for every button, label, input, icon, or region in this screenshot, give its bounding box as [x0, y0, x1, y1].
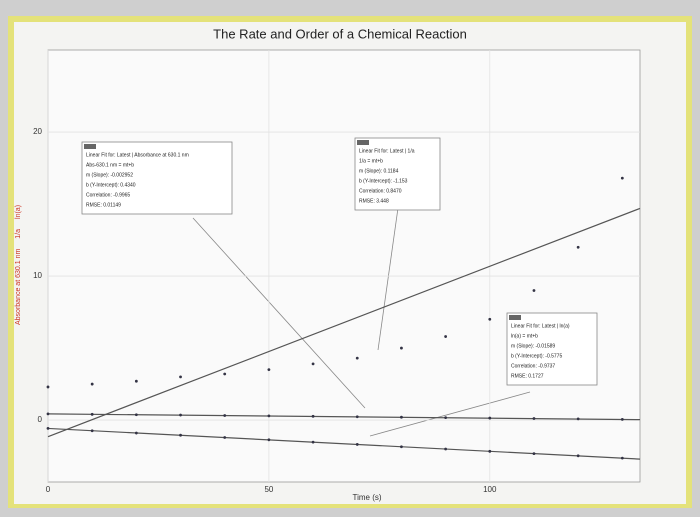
fit-box-handle [509, 315, 521, 320]
data-point [267, 438, 271, 442]
y-axis-label: ln(a) [15, 205, 22, 219]
data-point [532, 289, 536, 292]
data-point [444, 416, 448, 420]
fit-box-text: Correlation: -0.9965 [86, 192, 130, 198]
fit-box [506, 312, 598, 386]
data-point [444, 335, 448, 338]
data-point [576, 417, 580, 421]
data-point [311, 440, 315, 444]
x-tick-label: 50 [264, 485, 273, 494]
fit-box-text: m (Slope): -0.002952 [86, 172, 133, 178]
fit-box-text: Linear Fit for: Latest | 1/a [359, 148, 415, 154]
data-point [311, 414, 315, 418]
fit-box-handle [357, 140, 369, 145]
fit-box-text: 1/a = mt+b [359, 158, 383, 164]
fit-box-text: b (Y-Intercept): 0.4340 [86, 182, 136, 188]
data-point [400, 445, 403, 449]
data-point [90, 412, 94, 416]
data-point [311, 362, 315, 366]
fit-box [354, 137, 441, 211]
fit-box-text: b (Y-Intercept): -1.153 [359, 178, 408, 184]
data-point [532, 417, 536, 420]
x-tick-label: 0 [46, 485, 51, 494]
fit-line [47, 427, 641, 460]
data-point [576, 245, 580, 249]
plot-area [47, 49, 641, 483]
data-point [46, 385, 50, 389]
data-point [355, 443, 359, 446]
data-point [620, 176, 624, 180]
data-point [179, 413, 182, 417]
y-axis-label: 1/a [15, 229, 22, 239]
leader-line [192, 217, 366, 409]
fit-box-text: RMSE: 3.448 [359, 198, 389, 204]
fit-box-text: ln(a) = mt+b [511, 333, 538, 339]
fit-box-text: Linear Fit for: Latest | ln(a) [511, 323, 570, 329]
data-point [179, 433, 182, 437]
data-point [620, 417, 624, 421]
data-point [488, 317, 492, 321]
data-point [267, 368, 271, 372]
fit-box-text: Correlation: -0.9737 [511, 363, 555, 369]
data-point [444, 447, 448, 451]
chart-title: The Rate and Order of a Chemical Reactio… [213, 26, 467, 41]
fit-box-text: Correlation: 0.8470 [359, 188, 402, 194]
data-point [488, 416, 492, 420]
x-axis-label: Time (s) [352, 493, 381, 502]
fit-box-text: RMSE: 0.01149 [86, 202, 121, 208]
fit-box-text: m (Slope): 0.1184 [359, 168, 399, 174]
data-point [46, 412, 50, 416]
data-point [223, 414, 227, 417]
data-point [620, 456, 624, 460]
data-point [576, 454, 580, 458]
fit-box-text: Abs-630.1 nm = mt+b [86, 162, 134, 168]
fit-box-text: m (Slope): -0.01589 [511, 343, 555, 349]
data-point [488, 449, 492, 453]
data-point [400, 346, 403, 350]
fit-box-text: RMSE: 0.1727 [511, 373, 544, 379]
data-point [223, 372, 227, 376]
data-point [400, 415, 403, 419]
fit-box-handle [84, 144, 96, 149]
y-tick-label: 0 [38, 415, 43, 424]
y-tick-label: 10 [33, 271, 42, 280]
fit-box [81, 141, 233, 215]
y-axis-label: Absorbance at 630.1 nm [15, 249, 22, 325]
data-point [46, 427, 50, 430]
data-point [134, 379, 138, 383]
leader-line [377, 207, 399, 351]
data-point [134, 413, 138, 417]
data-point [267, 414, 271, 418]
data-point [355, 356, 359, 360]
fit-line [47, 413, 641, 421]
data-point [355, 415, 359, 419]
data-point [90, 382, 94, 386]
data-point [179, 375, 182, 379]
fit-box-text: b (Y-Intercept): -0.5775 [511, 353, 562, 359]
y-tick-label: 20 [33, 127, 42, 136]
data-point [532, 452, 536, 456]
x-tick-label: 100 [483, 485, 497, 494]
leader-line [369, 391, 531, 437]
fit-box-text: Linear Fit for: Latest | Absorbance at 6… [86, 152, 189, 158]
fit-line [47, 207, 641, 438]
data-point [223, 436, 227, 439]
data-point [90, 429, 94, 433]
data-point [134, 431, 138, 435]
